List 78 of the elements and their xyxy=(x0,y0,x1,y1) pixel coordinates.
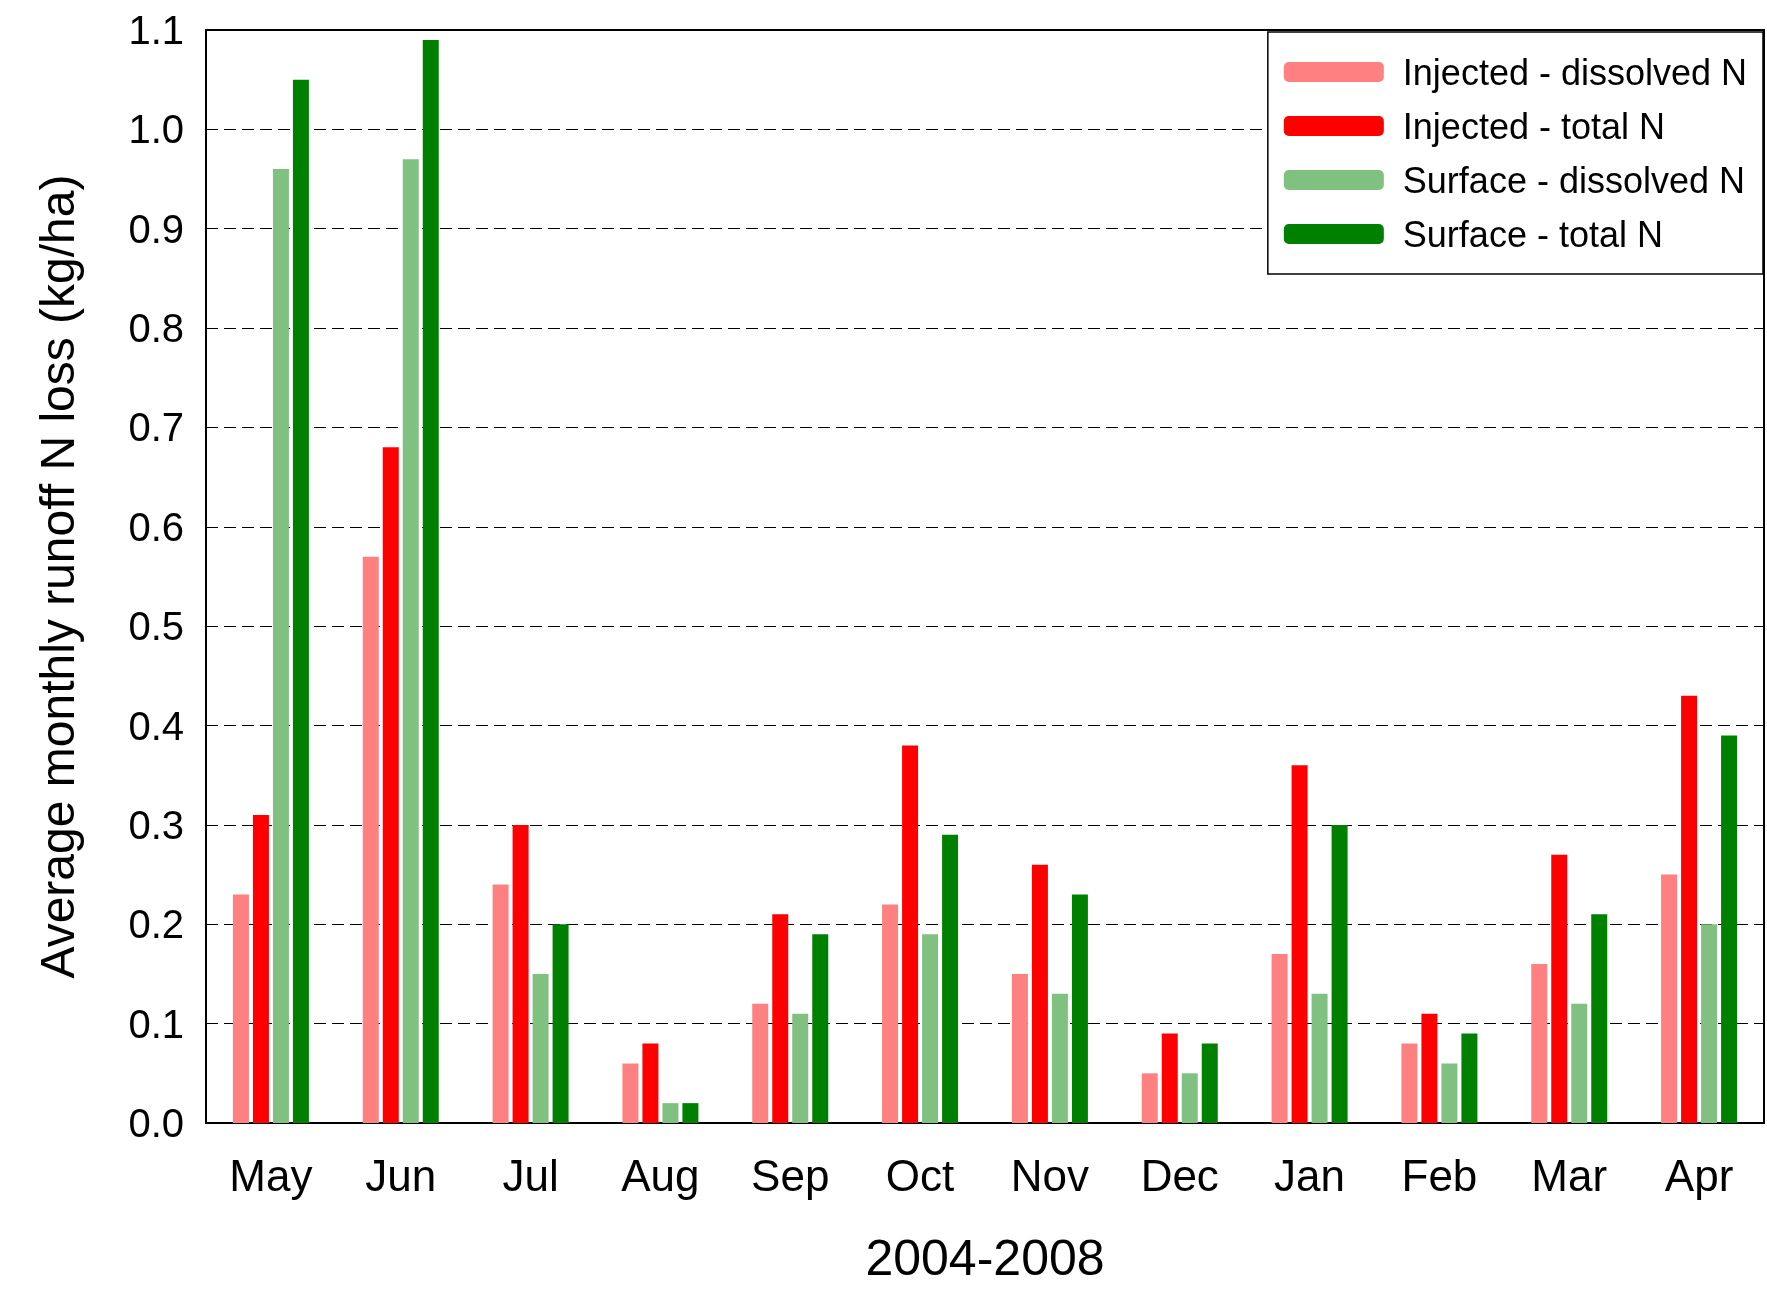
y-tick-label: 0.8 xyxy=(128,306,184,351)
x-tick-label: Jun xyxy=(365,1150,437,1200)
bar xyxy=(532,973,549,1123)
bar xyxy=(682,1103,699,1123)
bar xyxy=(662,1103,679,1123)
x-tick-label: Apr xyxy=(1664,1150,1734,1200)
x-tick-label: May xyxy=(229,1150,313,1200)
bar xyxy=(1141,1073,1158,1123)
y-tick-label: 1.1 xyxy=(128,8,184,52)
bar xyxy=(882,904,899,1123)
bar xyxy=(512,824,529,1123)
legend-label: Injected - dissolved N xyxy=(1402,51,1748,93)
legend-label: Surface - total N xyxy=(1402,213,1663,255)
bar xyxy=(1591,914,1608,1123)
bar xyxy=(552,924,569,1123)
bar xyxy=(752,1003,769,1123)
x-tick-label: Sep xyxy=(751,1150,830,1200)
bar xyxy=(1461,1033,1478,1123)
bar xyxy=(1311,993,1328,1123)
x-tick-label: Jul xyxy=(502,1150,559,1200)
bar xyxy=(812,934,829,1123)
x-tick-label: Aug xyxy=(621,1150,700,1200)
bar xyxy=(642,1043,659,1123)
bar xyxy=(1721,735,1738,1123)
bar xyxy=(1331,824,1348,1123)
x-tick-label: Mar xyxy=(1531,1150,1608,1200)
bar xyxy=(1291,765,1308,1123)
y-tick-label: 0.7 xyxy=(128,405,184,450)
bar xyxy=(1681,695,1698,1123)
bar xyxy=(1401,1043,1418,1123)
bar xyxy=(622,1063,639,1123)
bar xyxy=(1701,924,1718,1123)
x-tick-label: Jan xyxy=(1274,1150,1346,1200)
bar xyxy=(422,39,439,1123)
bar xyxy=(252,814,269,1123)
bar xyxy=(272,169,289,1123)
x-tick-label: Feb xyxy=(1401,1150,1478,1200)
x-tick-label: Dec xyxy=(1140,1150,1219,1200)
bar xyxy=(1571,1003,1588,1123)
x-tick-label: Nov xyxy=(1010,1150,1090,1200)
x-tick-label: Oct xyxy=(885,1150,955,1200)
bar xyxy=(1071,894,1088,1123)
bar xyxy=(232,894,249,1123)
legend-label: Injected - total N xyxy=(1402,105,1665,147)
y-tick-label: 0.4 xyxy=(128,703,184,748)
y-axis-title: Average monthly runoff N loss (kg/ha) xyxy=(30,174,84,979)
bar xyxy=(492,884,509,1123)
bar xyxy=(402,159,419,1123)
y-tick-label: 0.6 xyxy=(128,504,184,549)
bar xyxy=(382,447,399,1123)
bar xyxy=(1441,1063,1458,1123)
bar xyxy=(1551,854,1568,1123)
bar xyxy=(292,79,309,1123)
bar xyxy=(942,834,959,1123)
bar xyxy=(772,914,789,1123)
y-tick-label: 0.1 xyxy=(128,1001,184,1046)
y-tick-label: 0.5 xyxy=(128,604,184,649)
bar xyxy=(902,745,919,1123)
bar xyxy=(1421,1013,1438,1123)
bar xyxy=(1661,874,1678,1123)
bar xyxy=(922,934,939,1123)
legend-label: Surface - dissolved N xyxy=(1402,159,1745,201)
y-tick-label: 0.3 xyxy=(128,802,184,847)
bar xyxy=(362,556,379,1123)
y-tick-label: 0.2 xyxy=(128,902,184,947)
bar xyxy=(1011,973,1028,1123)
y-tick-label: 1.0 xyxy=(128,107,184,152)
bar xyxy=(1271,954,1288,1123)
x-axis-title: 2004-2008 xyxy=(865,1230,1105,1286)
bar xyxy=(1201,1043,1218,1123)
bar xyxy=(1181,1073,1198,1123)
bar xyxy=(1531,964,1548,1123)
y-tick-label: 0.0 xyxy=(128,1101,184,1145)
bar xyxy=(1031,864,1048,1123)
bar xyxy=(792,1013,809,1123)
y-tick-label: 0.9 xyxy=(128,206,184,251)
bar xyxy=(1051,993,1068,1123)
bar xyxy=(1161,1033,1178,1123)
